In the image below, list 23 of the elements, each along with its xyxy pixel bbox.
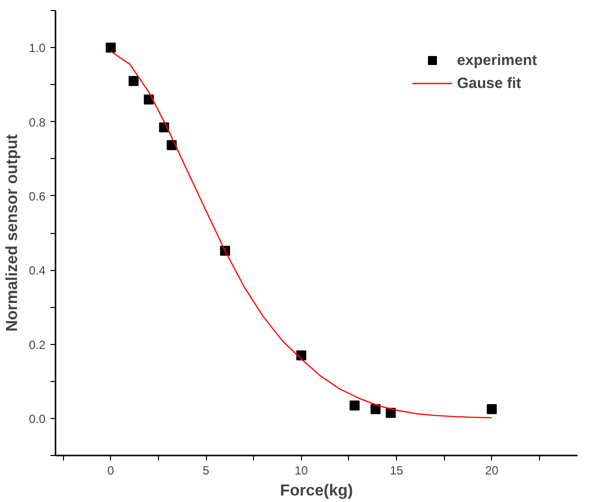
point	[386, 408, 396, 418]
point	[144, 94, 154, 104]
y-tick-label: 0.4	[28, 264, 46, 278]
x-tick-label: 15	[390, 464, 404, 478]
text: 0.0	[28, 412, 46, 426]
x-tick-label: 5	[202, 464, 210, 478]
y-tick-label: 0.2	[28, 338, 46, 352]
point	[370, 404, 381, 414]
x-axis-title: Force(kg)	[280, 482, 353, 500]
text: 1.0	[28, 41, 46, 56]
legend-label: experiment	[456, 52, 537, 68]
y-tick-label: 0.6	[28, 189, 46, 204]
x-tick-label: 20	[485, 464, 499, 478]
legend-label: Gause fit	[456, 74, 522, 92]
x-tick-label: 10	[294, 464, 308, 478]
y-axis-title: Normalized sensor output	[4, 134, 21, 332]
y-tick-label: 0.8	[28, 115, 46, 130]
point	[486, 404, 497, 414]
point	[106, 42, 116, 53]
point	[350, 400, 360, 410]
point	[166, 140, 177, 150]
point	[128, 76, 139, 86]
x-tick-label: 0	[107, 464, 114, 478]
